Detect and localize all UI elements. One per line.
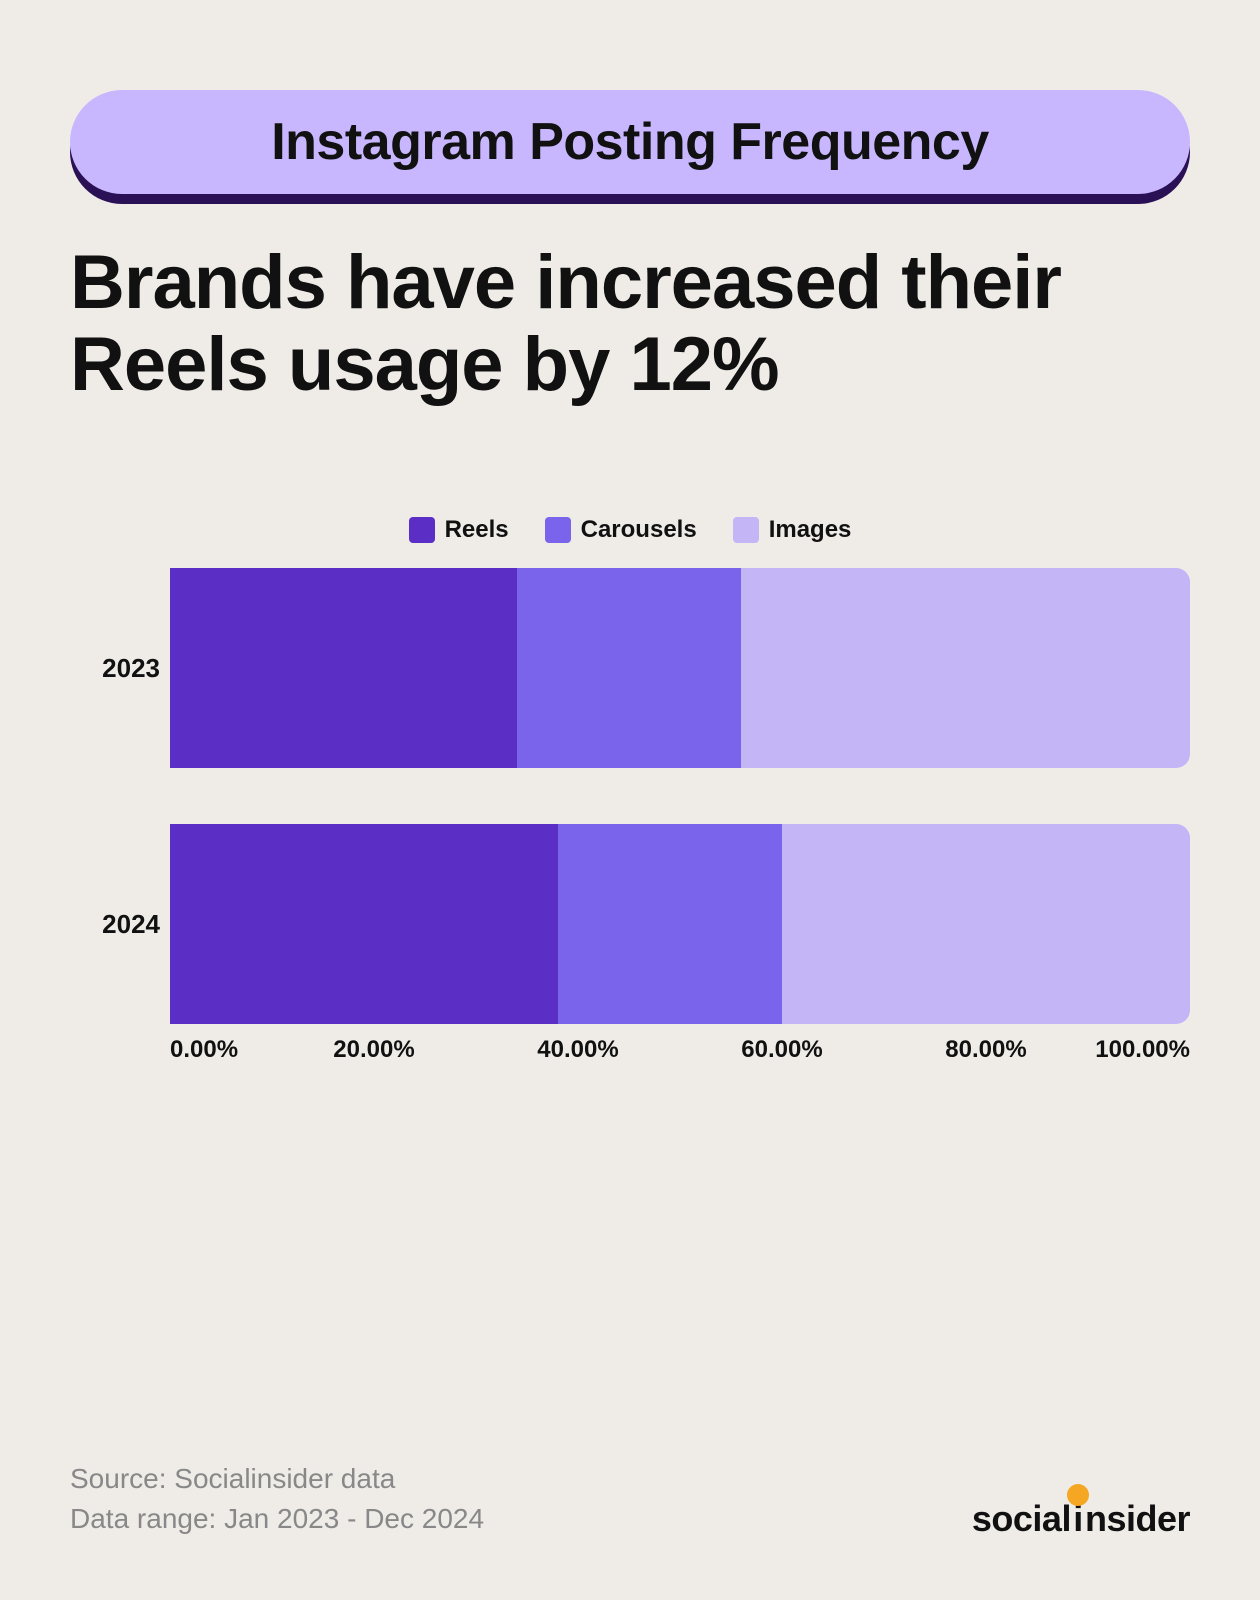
logo-dot: i xyxy=(1071,1498,1085,1540)
title-pill-text: Instagram Posting Frequency xyxy=(110,112,1150,172)
x-axis: 0.00% 20.00% 40.00% 60.00% 80.00% 100.00% xyxy=(170,1036,1190,1068)
source-line-1: Source: Socialinsider data xyxy=(70,1459,484,1500)
bar-row-2024: 2024 xyxy=(170,824,1190,1024)
bar-segment-reels xyxy=(170,824,558,1024)
bar-segment-images xyxy=(782,824,1190,1024)
legend-label-images: Images xyxy=(769,516,852,544)
legend-item-reels: Reels xyxy=(409,516,509,544)
x-axis-tick: 40.00% xyxy=(537,1036,618,1064)
socialinsider-logo: socialinsider xyxy=(972,1498,1190,1540)
x-axis-tick: 0.00% xyxy=(170,1036,238,1064)
stacked-bar-chart: 2023 2024 xyxy=(70,568,1190,1024)
legend-label-carousels: Carousels xyxy=(581,516,697,544)
logo-sun-icon xyxy=(1067,1484,1089,1506)
x-axis-tick: 20.00% xyxy=(333,1036,414,1064)
stacked-bar xyxy=(170,824,1190,1024)
source-text: Source: Socialinsider data Data range: J… xyxy=(70,1459,484,1540)
title-pill-body: Instagram Posting Frequency xyxy=(70,90,1190,194)
headline: Brands have increased their Reels usage … xyxy=(70,242,1190,406)
source-line-2: Data range: Jan 2023 - Dec 2024 xyxy=(70,1499,484,1540)
x-axis-tick: 80.00% xyxy=(945,1036,1026,1064)
legend-swatch-reels xyxy=(409,517,435,543)
legend-item-carousels: Carousels xyxy=(545,516,697,544)
bar-row-2023: 2023 xyxy=(170,568,1190,768)
logo-text-suffix: nsider xyxy=(1085,1498,1190,1540)
bar-segment-carousels xyxy=(517,568,741,768)
bar-row-label: 2023 xyxy=(70,653,160,684)
x-axis-tick: 100.00% xyxy=(1095,1036,1190,1064)
legend-swatch-carousels xyxy=(545,517,571,543)
bar-segment-reels xyxy=(170,568,517,768)
legend-swatch-images xyxy=(733,517,759,543)
legend-item-images: Images xyxy=(733,516,852,544)
title-pill: Instagram Posting Frequency xyxy=(70,90,1190,194)
stacked-bar xyxy=(170,568,1190,768)
legend-label-reels: Reels xyxy=(445,516,509,544)
chart-legend: Reels Carousels Images xyxy=(70,516,1190,544)
footer: Source: Socialinsider data Data range: J… xyxy=(70,1459,1190,1540)
x-axis-tick: 60.00% xyxy=(741,1036,822,1064)
bar-row-label: 2024 xyxy=(70,909,160,940)
bar-segment-images xyxy=(741,568,1190,768)
bar-segment-carousels xyxy=(558,824,782,1024)
logo-text-prefix: social xyxy=(972,1498,1071,1540)
